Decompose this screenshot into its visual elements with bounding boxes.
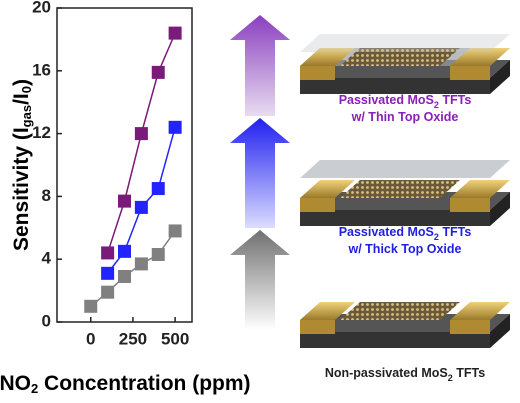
data-point — [118, 269, 131, 283]
device-caption-part: TFTs — [439, 225, 471, 239]
device-caption-part: Passivated MoS — [339, 225, 434, 239]
data-point — [134, 200, 148, 214]
x-tick-label: 250 — [119, 329, 147, 348]
y-axis-title-sub: gas — [19, 105, 34, 127]
y-axis-title-part: Sensitivity (I — [10, 127, 33, 251]
data-point — [118, 194, 131, 208]
data-point — [101, 285, 115, 299]
device-caption: Passivated MoS2 TFTs — [339, 93, 472, 110]
plot-frame — [56, 7, 193, 323]
data-point — [118, 244, 131, 258]
arrow — [230, 15, 290, 116]
device-caption: w/ Thin Top Oxide — [351, 110, 459, 124]
x-axis-title-sub: 2 — [31, 381, 38, 396]
device-caption-part: TFTs — [439, 93, 471, 107]
y-axis-title-part: /I — [10, 93, 33, 105]
y-tick-label: 20 — [32, 0, 51, 16]
device-caption: w/ Thick Top Oxide — [348, 242, 462, 256]
x-axis-title-part: NO — [0, 372, 31, 395]
series-line — [107, 127, 176, 274]
device-caption-part: Non-passivated MoS — [325, 366, 448, 380]
y-axis-title-sub: 0 — [19, 86, 34, 93]
device-caption: Passivated MoS2 TFTs — [339, 225, 472, 242]
x-tick-label: 0 — [86, 329, 95, 348]
arrow — [230, 118, 290, 228]
y-tick-label: 12 — [32, 123, 51, 142]
data-point — [101, 266, 115, 280]
data-point — [168, 26, 182, 40]
data-point — [151, 65, 165, 79]
device-illustration — [300, 34, 510, 348]
y-tick-label: 0 — [42, 311, 51, 330]
data-point — [168, 224, 182, 238]
data-point — [151, 247, 165, 261]
data-point — [101, 246, 115, 260]
data-point — [134, 127, 148, 141]
y-tick-label: 8 — [42, 186, 51, 205]
arrow — [230, 230, 290, 330]
series-line — [106, 32, 176, 254]
data-point — [168, 120, 182, 134]
x-axis-title: NO2 Concentration (ppm) — [0, 372, 251, 397]
device-caption: Non-passivated MoS2 TFTs — [325, 366, 485, 383]
y-axis-title-part: ) — [10, 79, 33, 86]
device-caption-part: TFTs — [453, 366, 485, 380]
data-point — [134, 257, 148, 271]
y-axis-title: Sensitivity (Igas/I0) — [10, 79, 35, 251]
data-point — [151, 182, 165, 196]
device-caption-sub: 2 — [434, 100, 439, 110]
y-tick-label: 4 — [42, 249, 52, 268]
x-tick-label: 500 — [161, 329, 189, 348]
device-caption-sub: 2 — [434, 232, 439, 242]
data-point — [84, 299, 98, 313]
y-tick-label: 16 — [32, 60, 51, 79]
device-caption-part: Passivated MoS — [339, 93, 434, 107]
x-axis-title-part: Concentration (ppm) — [38, 372, 250, 395]
device-caption-sub: 2 — [448, 373, 453, 383]
